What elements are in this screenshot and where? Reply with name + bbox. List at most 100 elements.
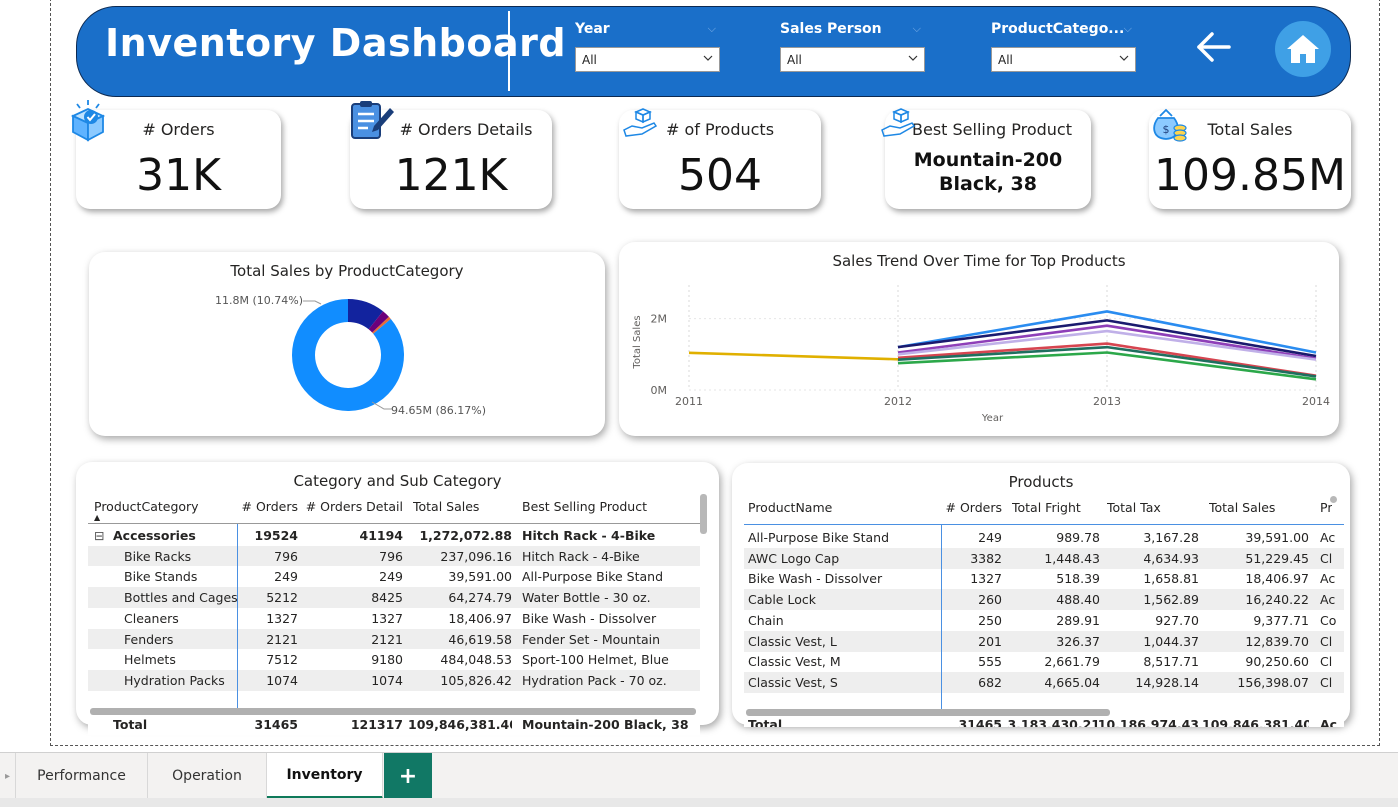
status-bar bbox=[0, 798, 1398, 807]
details-value: 1327 bbox=[371, 610, 403, 626]
chevron-down-icon[interactable]: ⌵ bbox=[1123, 22, 1132, 35]
pr-total: Ac bbox=[1320, 717, 1338, 727]
pr-value: Cl bbox=[1320, 654, 1333, 670]
col-total-fright[interactable]: Total Fright bbox=[1012, 500, 1081, 515]
category-group-row[interactable]: ⊟ Accessories 19524 41194 1,272,072.88 Hitch … bbox=[88, 525, 700, 546]
donut-slice-third[interactable] bbox=[372, 316, 391, 334]
chevron-down-icon[interactable]: ⌵ bbox=[707, 22, 716, 35]
table-row[interactable]: Bike Stands 249 249 39,591.00 All-Purpose Bi… bbox=[88, 566, 700, 588]
kpi-total-sales-label: Total Sales bbox=[1207, 120, 1293, 139]
tab-operation[interactable]: Operation bbox=[148, 753, 267, 799]
table-row[interactable]: Cleaners 1327 1327 18,406.97 Bike Wash - Dis… bbox=[88, 607, 700, 629]
table-row[interactable]: Classic Vest, M 555 2,661.79 8,517.71 90,250… bbox=[744, 651, 1344, 672]
products-table-title: Products bbox=[1008, 473, 1074, 491]
back-arrow-icon[interactable] bbox=[1195, 29, 1233, 65]
col-product-category[interactable]: ProductCategory bbox=[94, 499, 199, 514]
details-value: 8425 bbox=[371, 590, 403, 606]
page-title: Inventory Dashboard bbox=[105, 21, 567, 65]
table-row[interactable]: Bike Racks 796 796 237,096.16 Hitch Rack - 4… bbox=[88, 545, 700, 567]
orders-total: 31465 bbox=[958, 717, 1003, 727]
sales-total: 109,846,381.40 bbox=[408, 717, 512, 732]
donut-slice-fourth[interactable] bbox=[368, 311, 389, 333]
orders-value: 260 bbox=[978, 592, 1002, 608]
col-total-tax[interactable]: Total Tax bbox=[1107, 500, 1161, 515]
x-tick-label: 2011 bbox=[675, 395, 703, 408]
orders-value: 682 bbox=[978, 674, 1002, 690]
table-row[interactable]: All-Purpose Bike Stand 249 989.78 3,167.28 3… bbox=[744, 527, 1344, 548]
best-selling-value: All-Purpose Bike Stand bbox=[522, 569, 664, 585]
series-line-s1[interactable] bbox=[688, 351, 899, 361]
col-product-name[interactable]: ProductName bbox=[748, 500, 833, 515]
collapse-toggle-icon[interactable]: ⊟ bbox=[94, 528, 105, 543]
donut-slice-second[interactable] bbox=[348, 299, 383, 330]
header-banner: Inventory Dashboard Year ⌵ All Sales Per… bbox=[76, 6, 1351, 97]
table-row[interactable]: Helmets 7512 9180 484,048.53 Sport-100 Helme… bbox=[88, 649, 700, 671]
sales-value: 18,406.97 bbox=[448, 610, 512, 626]
total-label: Total bbox=[748, 717, 783, 727]
sort-ascending-icon[interactable]: ▲ bbox=[94, 513, 101, 522]
series-line-s6[interactable] bbox=[897, 342, 1317, 377]
donut-slice-main[interactable] bbox=[292, 299, 404, 411]
col-best-selling[interactable]: Best Selling Product bbox=[522, 499, 647, 514]
tab-performance[interactable]: Performance bbox=[16, 753, 148, 799]
tab-scroll-icon[interactable]: ▸ bbox=[0, 753, 16, 799]
col-orders[interactable]: # Orders bbox=[241, 499, 298, 514]
table-row[interactable]: Cable Lock 260 488.40 1,562.89 16,240.22 Ac bbox=[744, 589, 1344, 611]
line-chart-title: Sales Trend Over Time for Top Products bbox=[832, 252, 1126, 270]
fright-value: 1,448.43 bbox=[1044, 550, 1100, 566]
sales-value: 64,274.79 bbox=[448, 590, 512, 606]
table-row[interactable]: AWC Logo Cap 3382 1,448.43 4,634.93 51,229.4… bbox=[744, 547, 1344, 569]
col-orders-detail[interactable]: # Orders Detail bbox=[305, 499, 403, 514]
series-line-s4[interactable] bbox=[897, 324, 1317, 360]
col-total-sales[interactable]: Total Sales bbox=[413, 499, 480, 514]
tax-value: 1,044.37 bbox=[1143, 633, 1199, 649]
tab-inventory[interactable]: Inventory bbox=[267, 753, 383, 799]
best-selling-value: Hitch Rack - 4-Bike bbox=[522, 548, 640, 564]
series-line-s3[interactable] bbox=[897, 319, 1317, 358]
home-button[interactable] bbox=[1275, 21, 1331, 77]
orders-value: 2121 bbox=[266, 631, 298, 647]
year-dropdown[interactable]: All bbox=[575, 47, 720, 72]
horizontal-scrollbar[interactable] bbox=[746, 709, 1110, 716]
kpi-orders-card: # Orders 31K bbox=[76, 110, 281, 209]
vertical-scrollbar[interactable] bbox=[1330, 496, 1337, 503]
chevron-down-icon[interactable]: ⌵ bbox=[912, 22, 921, 35]
add-page-button[interactable]: + bbox=[384, 753, 432, 799]
fright-value: 289.91 bbox=[1056, 612, 1100, 628]
kpi-orders-value: 31K bbox=[136, 150, 221, 201]
category-table-header: ProductCategory ▲ # Orders # Orders Deta… bbox=[88, 496, 700, 524]
series-line-s2[interactable] bbox=[897, 310, 1317, 354]
table-row[interactable]: Classic Vest, L 201 326.37 1,044.37 12,839.7… bbox=[744, 630, 1344, 652]
best-selling-value: Hitch Rack - 4-Bike bbox=[522, 528, 656, 543]
x-tick-label: 2012 bbox=[884, 395, 912, 408]
orders-total: 31465 bbox=[254, 717, 299, 732]
series-line-s8[interactable] bbox=[897, 351, 1317, 381]
table-row[interactable]: Bottles and Cages 5212 8425 64,274.79 Water … bbox=[88, 587, 700, 609]
sales-value: 237,096.16 bbox=[440, 548, 512, 564]
orders-value: 19524 bbox=[254, 528, 299, 543]
sales-person-dropdown[interactable]: All bbox=[780, 47, 925, 72]
column-divider bbox=[941, 525, 942, 709]
col-pr[interactable]: Pr bbox=[1320, 500, 1333, 515]
kpi-order-details-card: # Orders Details 121K bbox=[350, 110, 552, 209]
series-line-s5[interactable] bbox=[897, 329, 1317, 361]
col-total-sales[interactable]: Total Sales bbox=[1209, 500, 1276, 515]
series-line-s7[interactable] bbox=[897, 345, 1317, 378]
sales-trend-card: Sales Trend Over Time for Top Products 0… bbox=[619, 242, 1339, 436]
table-row[interactable]: Classic Vest, S 682 4,665.04 14,928.14 156,3… bbox=[744, 671, 1344, 693]
table-row[interactable]: Hydration Packs 1074 1074 105,826.42 Hydrati… bbox=[88, 669, 700, 691]
table-row[interactable]: Bike Wash - Dissolver 1327 518.39 1,658.81 1… bbox=[744, 568, 1344, 589]
horizontal-scrollbar[interactable] bbox=[90, 708, 696, 715]
best-selling-value: Water Bottle - 30 oz. bbox=[522, 590, 651, 606]
kpi-best-selling-line2: Black, 38 bbox=[939, 173, 1037, 195]
col-orders[interactable]: # Orders bbox=[945, 500, 1002, 515]
product-category-dropdown[interactable]: All bbox=[991, 47, 1136, 72]
sales-value: 156,398.07 bbox=[1237, 674, 1309, 690]
tax-value: 1,658.81 bbox=[1143, 571, 1199, 587]
header-divider bbox=[508, 11, 510, 91]
table-row[interactable]: Chain 250 289.91 927.70 9,377.71 Co bbox=[744, 610, 1344, 631]
tax-value: 8,517.71 bbox=[1143, 654, 1199, 670]
column-divider bbox=[237, 524, 238, 708]
table-row[interactable]: Fenders 2121 2121 46,619.58 Fender Set - Mou… bbox=[88, 628, 700, 650]
vertical-scrollbar[interactable] bbox=[700, 494, 707, 534]
